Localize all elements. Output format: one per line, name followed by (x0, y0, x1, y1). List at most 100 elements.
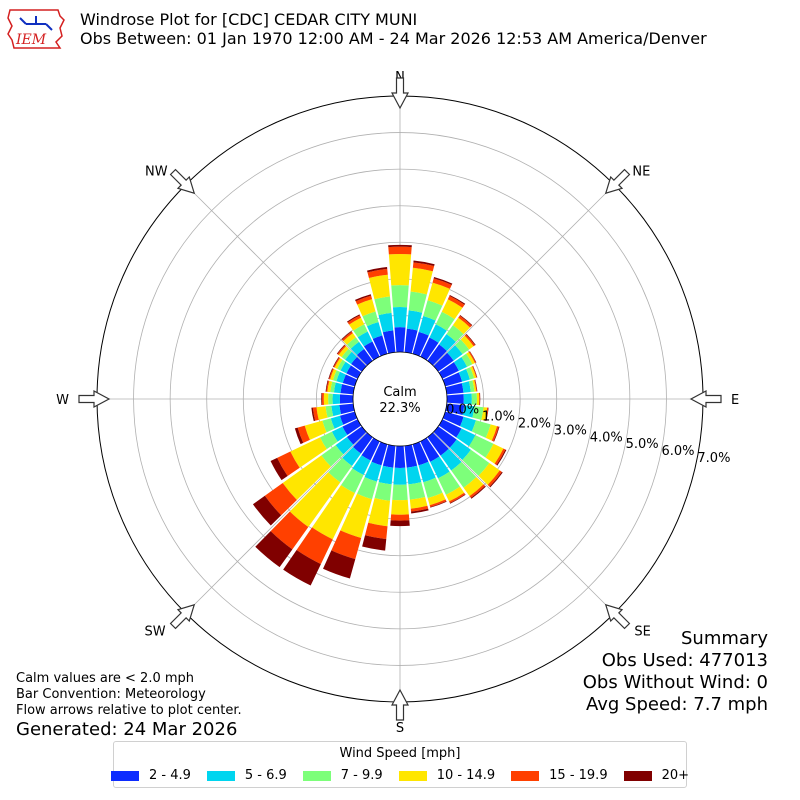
windrose-bar-segment (270, 511, 309, 550)
windrose-bar-segment (349, 317, 365, 331)
windrose-bar-segment (430, 501, 447, 508)
windrose-bar-segment (445, 383, 464, 395)
windrose-bar-segment (336, 371, 346, 384)
windrose-bar-segment (485, 424, 498, 441)
windrose-bar-segment (390, 520, 410, 527)
windrose-bar-segment (393, 467, 407, 485)
windrose-bar-segment (353, 324, 368, 338)
radial-tick-label: 4.0% (590, 430, 623, 445)
windrose-bar-segment (410, 505, 429, 512)
legend-item: 2 - 4.9 (110, 768, 191, 783)
windrose-bar-segment (392, 484, 408, 501)
windrose-bar-segment (418, 316, 436, 336)
windrose-bar-segment (485, 407, 489, 422)
radial-tick-label: 0.0% (446, 402, 479, 417)
calm-value: 22.3% (379, 401, 420, 416)
windrose-bar-segment (455, 339, 470, 355)
legend-swatch (623, 770, 652, 781)
legend-item: 15 - 19.9 (511, 768, 608, 783)
windrose-bar-segment (357, 299, 376, 317)
windrose-bar-segment (289, 472, 341, 528)
windrose-bar-segment (420, 337, 439, 361)
windrose-bar-segment (371, 441, 388, 466)
windrose-bar-segment (340, 493, 373, 538)
windrose-bar-segment (429, 324, 447, 343)
windrose-bar-segment (463, 393, 472, 405)
summary-avg-speed: Avg Speed: 7.7 mph (586, 694, 768, 715)
windrose-bar-segment (345, 351, 358, 364)
windrose-bar-segment (367, 267, 388, 273)
windrose-bar-segment (410, 267, 433, 295)
windrose-bar-segment (331, 404, 342, 417)
windrose-bar-segment (438, 419, 462, 438)
windrose-bar-segment (476, 392, 480, 406)
windrose-bar-segment (406, 465, 422, 485)
angular-gridline (185, 431, 368, 614)
windrose-bar-segment (458, 369, 470, 382)
windrose-bar-segment (334, 357, 343, 369)
windrose-bar-segment (338, 346, 349, 358)
windrose-bar-segment (325, 405, 334, 418)
radial-tick-label: 5.0% (626, 437, 659, 452)
windrose-bar-segment (441, 299, 463, 320)
direction-label: NW (145, 165, 168, 180)
flow-arrow-shape (78, 390, 111, 408)
legend-item: 7 - 9.9 (302, 768, 383, 783)
windrose-bar-segment (468, 380, 475, 393)
windrose-bar-segment (366, 322, 383, 339)
windrose-bar-segment (336, 344, 345, 355)
windrose-bar-segment (312, 407, 319, 421)
windrose-bar-segment (341, 331, 352, 340)
windrose-bar-segment (461, 381, 471, 393)
summary-heading: Summary (681, 628, 768, 649)
windrose-bar-segment (346, 365, 362, 379)
windrose-bar-segment (368, 498, 391, 527)
windrose-bar-segment (342, 374, 358, 387)
windrose-bar-segment (342, 419, 362, 436)
windrose-bar-segment (446, 394, 464, 404)
windrose-bar-segment (394, 327, 406, 353)
windrose-bar-segment (394, 445, 406, 468)
windrose-bar-segment (449, 494, 466, 504)
windrose-bar-segment (372, 335, 388, 357)
windrose-bar-segment (447, 295, 465, 308)
summary-obs-without-wind: Obs Without Wind: 0 (582, 672, 768, 693)
chart-title: Windrose Plot for [CDC] CEDAR CITY MUNI (80, 10, 418, 29)
flow-arrow-icon (689, 390, 722, 408)
windrose-bar-segment (423, 477, 443, 499)
windrose-bar-segment (332, 393, 341, 405)
windrose-bar-segment (472, 406, 484, 420)
windrose-bar-segment (325, 380, 329, 392)
legend-item: 20+ (623, 768, 689, 783)
windrose-bar-segment (449, 439, 471, 461)
windrose-bar-segment (449, 492, 466, 504)
windrose-bar-segment (378, 465, 394, 485)
windrose-bar-segment (429, 499, 447, 507)
legend-swatch (398, 770, 427, 781)
windrose-bar-segment (382, 330, 396, 354)
windrose-bar-segment (304, 420, 327, 440)
windrose-bar-segment (391, 285, 409, 308)
windrose-bars (252, 244, 507, 586)
summary-obs-used: Obs Used: 477013 (601, 650, 768, 671)
windrose-bar-segment (489, 471, 503, 488)
windrose-bar-segment (493, 426, 500, 442)
windrose-bar-segment (277, 451, 300, 476)
windrose-bar-segment (432, 278, 452, 289)
bar-convention-note: Bar Convention: Meteorology (16, 687, 206, 702)
windrose-bar-segment (331, 426, 348, 442)
flow-arrow-shape (169, 168, 196, 195)
windrose-bar-segment (329, 368, 334, 380)
calm-circle (352, 351, 448, 447)
radial-tick-label: 2.0% (518, 416, 551, 431)
direction-label: NE (632, 165, 650, 180)
windrose-bar-segment (418, 461, 436, 483)
windrose-bar-segment (255, 531, 293, 568)
windrose-bar-segment (462, 449, 490, 476)
windrose-bar-segment (342, 446, 361, 467)
legend-items: 2 - 4.9 5 - 6.9 7 - 9.9 10 - 14.9 15 - 19.9 2… (110, 768, 689, 783)
windrose-bar-segment (341, 348, 352, 360)
windrose-bar-segment (458, 315, 472, 328)
windrose-bar-segment (413, 260, 435, 266)
